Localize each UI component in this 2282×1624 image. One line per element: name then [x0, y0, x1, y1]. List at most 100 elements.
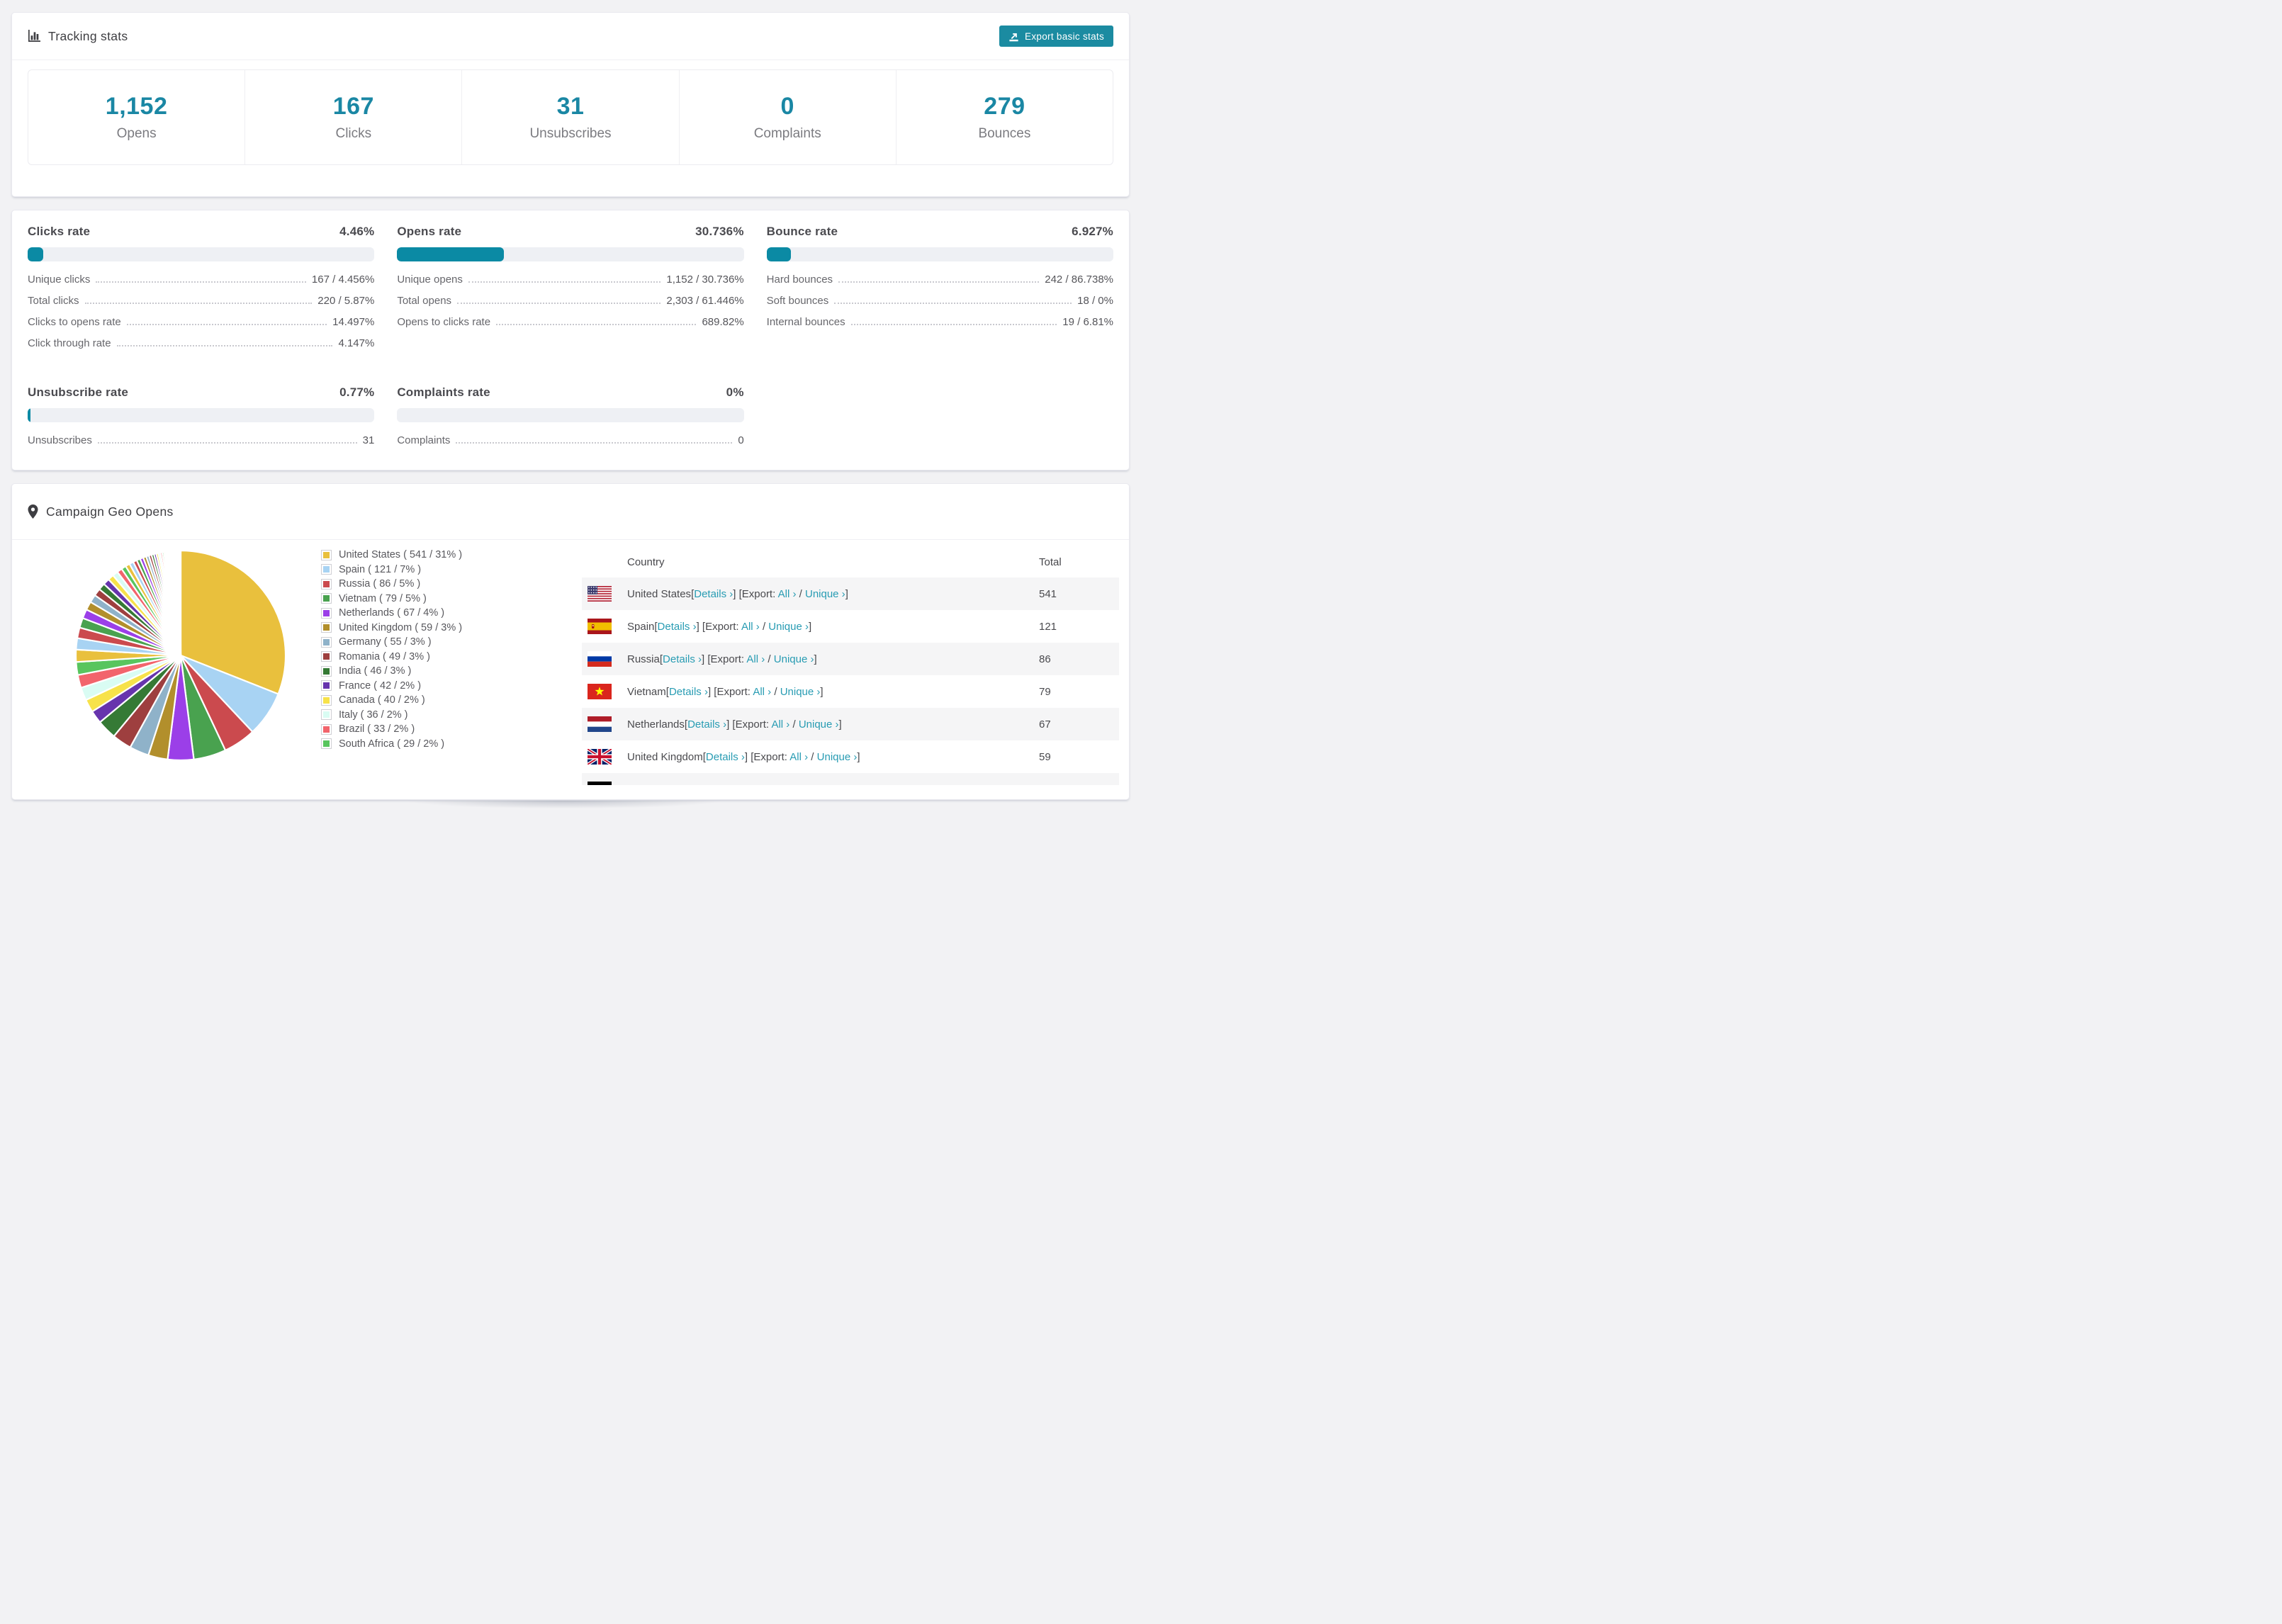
details-link-germany[interactable]: Details ›	[674, 784, 713, 786]
germany-flag-icon	[588, 782, 612, 785]
rate-row-label: Unique clicks	[28, 274, 91, 286]
legend-item-italy[interactable]: Italy ( 36 / 2% )	[321, 708, 462, 723]
spain-flag-icon	[588, 619, 612, 634]
rate-row-value: 2,303 / 61.446%	[666, 295, 744, 307]
export-unique-link-netherlands[interactable]: Unique ›	[798, 718, 839, 731]
legend-swatch	[321, 680, 332, 692]
country-name: Netherlands	[627, 718, 685, 731]
dotted-leader	[850, 324, 1057, 325]
legend-swatch	[321, 636, 332, 648]
legend-label: Romania ( 49 / 3% )	[339, 650, 430, 662]
legend-item-germany[interactable]: Germany ( 55 / 3% )	[321, 635, 462, 650]
rate-row-unique-clicks: Unique clicks 167 / 4.456%	[28, 274, 374, 286]
legend-item-united-kingdom[interactable]: United Kingdom ( 59 / 3% )	[321, 621, 462, 636]
dotted-leader	[834, 303, 1072, 304]
rate-progress-fill	[28, 408, 30, 422]
rate-row-label: Clicks to opens rate	[28, 316, 121, 328]
legend-label: France ( 42 / 2% )	[339, 680, 422, 692]
stat-label: Opens	[116, 126, 157, 141]
vietnam-flag-icon	[588, 684, 612, 699]
legend-label: Italy ( 36 / 2% )	[339, 709, 408, 721]
export-unique-link-united-states[interactable]: Unique ›	[804, 587, 845, 600]
dotted-leader	[496, 324, 697, 325]
legend-swatch	[321, 651, 332, 662]
row-links: [Details ›] [Export: All › / Unique ›]	[654, 620, 812, 633]
rate-percent-value: 4.46%	[339, 225, 375, 238]
dotted-leader	[96, 281, 306, 283]
details-link-russia[interactable]: Details ›	[663, 653, 702, 665]
export-all-link-united-states[interactable]: All ›	[777, 587, 797, 600]
export-unique-link-germany[interactable]: Unique ›	[785, 784, 826, 786]
details-link-netherlands[interactable]: Details ›	[687, 718, 727, 731]
export-all-link-spain[interactable]: All ›	[741, 620, 760, 633]
column-header-country: Country	[627, 556, 665, 568]
tracking-stats-title: Tracking stats	[28, 29, 128, 44]
legend-item-india[interactable]: India ( 46 / 3% )	[321, 664, 462, 679]
legend-item-spain[interactable]: Spain ( 121 / 7% )	[321, 563, 462, 577]
stat-value: 279	[984, 93, 1025, 120]
legend-item-russia[interactable]: Russia ( 86 / 5% )	[321, 577, 462, 592]
geo-row-united-kingdom: United Kingdom [Details ›] [Export: All …	[582, 740, 1119, 773]
legend-item-vietnam[interactable]: Vietnam ( 79 / 5% )	[321, 592, 462, 607]
stat-opens: 1,152 Opens	[28, 70, 244, 164]
export-icon	[1008, 31, 1019, 42]
legend-item-netherlands[interactable]: Netherlands ( 67 / 4% )	[321, 606, 462, 621]
rate-block-clicks-rate: Clicks rate 4.46% Unique clicks 167 / 4.456…	[28, 225, 375, 359]
header-divider	[12, 539, 1129, 540]
export-unique-link-united-kingdom[interactable]: Unique ›	[816, 750, 858, 763]
pie-slice-other-46[interactable]	[179, 549, 182, 657]
row-links: [Details ›] [Export: All › / Unique ›]	[684, 718, 842, 731]
details-link-united-states[interactable]: Details ›	[694, 587, 734, 600]
rate-percent-value: 0%	[726, 385, 744, 399]
dotted-leader	[468, 281, 661, 283]
rate-row-label: Unique opens	[397, 274, 463, 286]
rate-progress-bar	[397, 408, 744, 422]
legend-swatch	[321, 694, 332, 706]
rate-row-value: 18 / 0%	[1077, 295, 1113, 307]
export-all-link-vietnam[interactable]: All ›	[753, 685, 772, 698]
stat-complaints: 0 Complaints	[678, 70, 896, 164]
rate-row-label: Click through rate	[28, 337, 111, 349]
details-link-spain[interactable]: Details ›	[657, 620, 697, 633]
pie-slice-united-states[interactable]	[179, 549, 287, 695]
stat-label: Unsubscribes	[529, 126, 612, 141]
united-states-flag-icon	[588, 586, 612, 602]
rate-row-label: Total opens	[397, 295, 452, 307]
rate-row-opens-to-clicks-rate: Opens to clicks rate 689.82%	[397, 316, 743, 328]
legend-label: Russia ( 86 / 5% )	[339, 578, 421, 590]
export-all-link-united-kingdom[interactable]: All ›	[789, 750, 809, 763]
details-link-vietnam[interactable]: Details ›	[668, 685, 708, 698]
rate-row-hard-bounces: Hard bounces 242 / 86.738%	[767, 274, 1113, 286]
rate-title: Unsubscribe rate	[28, 385, 129, 399]
export-unique-link-vietnam[interactable]: Unique ›	[780, 685, 821, 698]
export-unique-link-spain[interactable]: Unique ›	[768, 620, 809, 633]
legend-swatch	[321, 593, 332, 604]
country-total: 86	[1039, 653, 1051, 665]
country-name: Spain	[627, 620, 655, 633]
export-unique-link-russia[interactable]: Unique ›	[773, 653, 814, 665]
country-total: 67	[1039, 718, 1051, 731]
stat-value: 1,152	[105, 93, 168, 120]
rate-row-click-through-rate: Click through rate 4.147%	[28, 337, 374, 349]
legend-item-france[interactable]: France ( 42 / 2% )	[321, 679, 462, 694]
legend-item-romania[interactable]: Romania ( 49 / 3% )	[321, 650, 462, 665]
geo-table-container: Country Total United States [Details ›] …	[582, 546, 1119, 785]
legend-item-united-states[interactable]: United States ( 541 / 31% )	[321, 548, 462, 563]
export-all-link-germany[interactable]: All ›	[758, 784, 776, 786]
export-basic-stats-button[interactable]: Export basic stats	[999, 26, 1113, 47]
export-all-link-netherlands[interactable]: All ›	[771, 718, 790, 731]
dotted-leader	[456, 442, 733, 444]
legend-item-south-africa[interactable]: South Africa ( 29 / 2% )	[321, 737, 462, 752]
legend-swatch	[321, 738, 332, 750]
legend-item-canada[interactable]: Canada ( 40 / 2% )	[321, 693, 462, 708]
rate-title: Clicks rate	[28, 225, 91, 238]
campaign-stats-page: { "ui": { "accent_teal": "#1b8ba1", "bar…	[0, 0, 1141, 812]
rate-row-label: Opens to clicks rate	[397, 316, 491, 328]
geo-row-russia: Russia [Details ›] [Export: All › / Uniq…	[582, 643, 1119, 675]
legend-item-brazil[interactable]: Brazil ( 33 / 2% )	[321, 722, 462, 737]
country-name: Vietnam	[627, 685, 666, 698]
details-link-united-kingdom[interactable]: Details ›	[705, 750, 745, 763]
rate-row-value: 31	[362, 434, 375, 446]
rate-row-value: 14.497%	[332, 316, 375, 328]
export-all-link-russia[interactable]: All ›	[746, 653, 765, 665]
